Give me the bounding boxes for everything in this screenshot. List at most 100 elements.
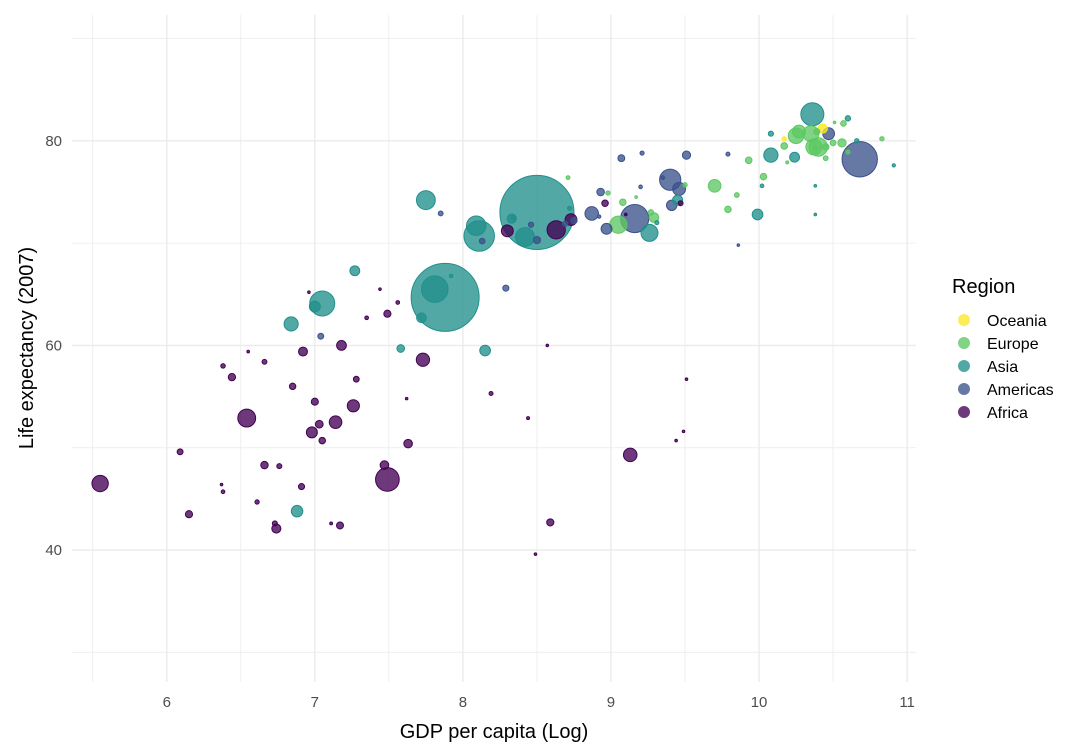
data-point-africa: [184, 510, 194, 519]
data-point-africa: [623, 212, 628, 217]
data-point-africa: [260, 460, 269, 470]
data-point-africa: [297, 483, 306, 491]
legend-label-asia: Asia: [987, 359, 1018, 376]
data-point-africa: [546, 518, 555, 527]
data-point-africa: [545, 343, 550, 348]
data-point-europe: [785, 160, 790, 165]
data-point-asia: [448, 273, 454, 279]
data-point-americas: [600, 222, 613, 235]
data-point-asia: [415, 190, 436, 211]
data-point-africa: [622, 447, 638, 463]
legend-key-asia: [958, 360, 970, 372]
legend-label-europe: Europe: [987, 336, 1039, 353]
grid: [72, 15, 916, 682]
data-point-europe: [822, 155, 829, 162]
legend-key-europe: [958, 337, 970, 349]
legend-label-oceania: Oceania: [987, 313, 1047, 330]
y-axis-ticks: 40 60 80: [45, 133, 62, 559]
data-point-africa: [318, 436, 326, 445]
y-tick-label: 60: [45, 337, 62, 354]
data-point-europe: [565, 175, 571, 181]
data-point-africa: [307, 290, 311, 295]
data-point-asia: [465, 215, 487, 236]
data-point-africa: [526, 416, 531, 421]
data-point-asia: [767, 130, 774, 137]
data-point-americas: [502, 284, 510, 292]
data-point-africa: [310, 397, 319, 406]
data-point-africa: [533, 552, 538, 556]
x-tick-label: 7: [311, 694, 319, 711]
legend-key-oceania: [958, 314, 970, 326]
data-point-asia: [813, 184, 818, 188]
data-point-americas: [617, 154, 626, 163]
data-point-americas: [561, 220, 569, 227]
data-point-africa: [500, 224, 514, 238]
data-points: [91, 102, 896, 556]
data-point-americas: [532, 235, 542, 245]
data-point-africa: [403, 438, 413, 449]
data-point-asia: [479, 344, 491, 357]
data-point-africa: [346, 399, 360, 413]
y-tick-label: 80: [45, 133, 62, 150]
x-tick-label: 11: [899, 694, 915, 711]
data-point-africa: [415, 352, 431, 367]
data-point-europe: [724, 205, 732, 214]
data-point-africa: [378, 287, 382, 291]
data-point-africa: [219, 482, 224, 487]
data-point-asia: [759, 183, 765, 189]
data-point-europe: [759, 172, 768, 181]
x-tick-label: 10: [751, 694, 768, 711]
data-point-africa: [261, 358, 268, 365]
data-point-europe: [792, 124, 807, 139]
data-point-americas: [317, 332, 325, 340]
data-point-americas: [725, 151, 731, 157]
data-point-asia: [654, 220, 660, 226]
data-point-asia: [283, 316, 299, 332]
data-point-europe: [812, 145, 819, 151]
data-point-africa: [601, 199, 609, 208]
data-point-africa: [91, 474, 109, 493]
data-point-africa: [227, 372, 237, 382]
data-point-europe: [733, 192, 740, 198]
data-point-africa: [379, 460, 390, 470]
data-point-europe: [813, 128, 821, 136]
data-point-europe: [619, 198, 627, 206]
legend-key-americas: [958, 383, 970, 395]
data-point-europe: [829, 139, 837, 147]
data-point-americas: [681, 150, 692, 160]
data-point-africa: [220, 363, 226, 369]
data-point-americas: [570, 217, 578, 225]
data-point-africa: [329, 521, 334, 526]
data-point-asia: [308, 300, 321, 313]
data-point-africa: [305, 426, 318, 439]
data-point-asia: [421, 275, 449, 303]
data-point-americas: [478, 237, 486, 245]
data-point-africa: [674, 438, 678, 443]
data-point-africa: [336, 521, 344, 530]
data-point-americas: [841, 141, 878, 178]
y-axis-title: Life expectancy (2007): [16, 247, 38, 449]
data-point-africa: [546, 220, 566, 240]
data-point-europe: [832, 120, 837, 125]
data-point-americas: [437, 210, 444, 217]
data-point-asia: [751, 208, 764, 221]
data-point-africa: [220, 489, 226, 495]
data-point-europe: [744, 156, 753, 165]
data-point-americas: [527, 221, 535, 228]
data-point-africa: [298, 346, 308, 357]
data-point-africa: [681, 429, 686, 434]
legend-label-africa: Africa: [987, 405, 1028, 422]
data-point-africa: [314, 419, 324, 429]
data-point-europe: [821, 143, 830, 151]
legend-label-americas: Americas: [987, 382, 1054, 399]
data-point-africa: [404, 396, 409, 401]
data-point-asia: [800, 102, 825, 127]
data-point-africa: [271, 520, 278, 527]
data-point-americas: [639, 150, 645, 156]
y-tick-label: 40: [45, 542, 62, 559]
data-point-africa: [383, 309, 392, 318]
legend-key-africa: [958, 406, 970, 418]
data-point-asia: [396, 344, 406, 353]
data-point-europe: [879, 136, 885, 142]
data-point-africa: [328, 415, 343, 429]
